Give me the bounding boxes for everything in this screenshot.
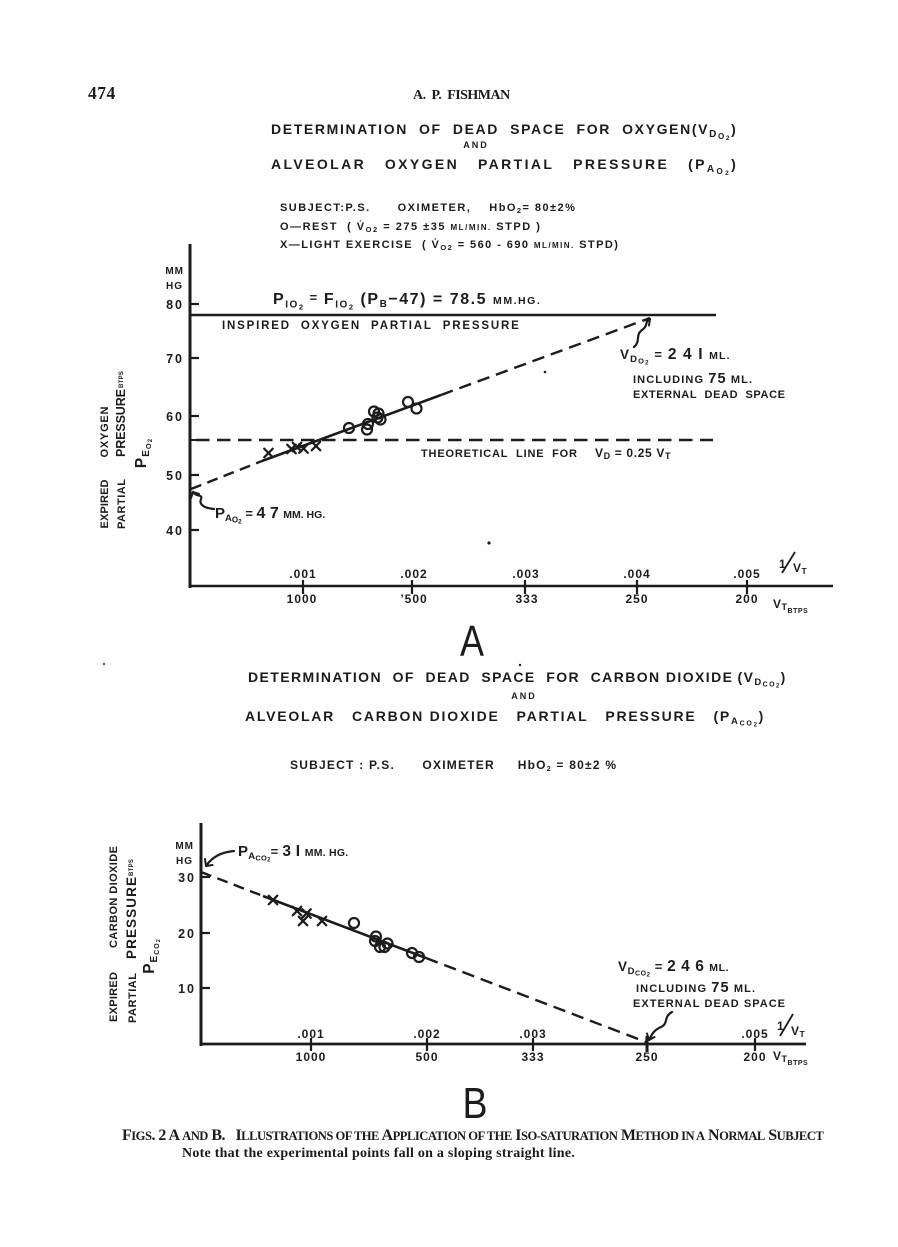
svg-text:ALVEOLAR CARBON DIOXIDE PA: ALVEOLAR CARBON DIOXIDE PARTIAL PRESSURE… <box>245 708 764 729</box>
svg-text:INCLUDING 75 ML.: INCLUDING 75 ML. <box>633 371 753 387</box>
svg-text:EXPIRED: EXPIRED <box>99 479 111 528</box>
svg-text:.005: .005 <box>741 1027 768 1041</box>
svg-text:250: 250 <box>635 1050 658 1064</box>
svg-text:MM: MM <box>165 266 184 277</box>
svg-text:.004: .004 <box>623 567 650 581</box>
svg-text:250: 250 <box>625 592 648 606</box>
svg-text:VT: VT <box>791 1024 806 1039</box>
svg-text:Note that the experimental poi: Note that the experimental points fall o… <box>182 1146 575 1161</box>
svg-text:VTBTPS: VTBTPS <box>773 1049 808 1067</box>
svg-text:PRESSURE: PRESSURE <box>124 877 139 959</box>
svg-text:1000: 1000 <box>296 1050 327 1064</box>
svg-text:DETERMINATION OF DEAD SPACE: DETERMINATION OF DEAD SPACE FOR CARBON D… <box>248 669 786 690</box>
svg-text:.001: .001 <box>297 1027 324 1041</box>
svg-text:.002: .002 <box>413 1027 440 1041</box>
svg-text:200: 200 <box>735 592 758 606</box>
svg-text:60: 60 <box>166 410 184 424</box>
svg-text:PARTIAL: PARTIAL <box>116 479 128 529</box>
svg-text:500: 500 <box>415 1050 438 1064</box>
svg-text:PAO2 = 4 7 MM. HG.: PAO2 = 4 7 MM. HG. <box>215 505 326 526</box>
svg-text:1: 1 <box>779 557 786 571</box>
svg-text:AND: AND <box>463 140 489 150</box>
svg-text:MM: MM <box>175 841 194 852</box>
svg-text:INCLUDING 75 ML.: INCLUDING 75 ML. <box>636 980 756 996</box>
svg-text:EXTERNAL DEAD SPACE: EXTERNAL DEAD SPACE <box>633 389 786 401</box>
svg-text:HG: HG <box>166 281 183 292</box>
svg-text:’500: ’500 <box>400 592 427 606</box>
svg-text:VDCO2 = 2 4 6 ML.: VDCO2 = 2 4 6 ML. <box>618 958 729 979</box>
svg-text:B: B <box>463 1080 488 1128</box>
svg-text:INSPIRED OXYGEN PARTIAL PRE: INSPIRED OXYGEN PARTIAL PRESSURE <box>222 320 520 332</box>
svg-text:PACO2= 3 I MM. HG.: PACO2= 3 I MM. HG. <box>238 843 349 864</box>
svg-text:PIO2 = FIO2 (PB−47) = 78.5 MM.: PIO2 = FIO2 (PB−47) = 78.5 MM.HG. <box>273 290 541 312</box>
svg-text:.002: .002 <box>400 567 427 581</box>
svg-text:200: 200 <box>743 1050 766 1064</box>
svg-text:BTPS: BTPS <box>129 859 135 876</box>
svg-text:FIGS. 2 A AND B. ILLUSTRATIO: FIGS. 2 A AND B. ILLUSTRATIONS OF THE AP… <box>122 1127 824 1144</box>
svg-text:SUBJECT:P.S. OXIMETER,: SUBJECT:P.S. OXIMETER, HbO2= 80±2% <box>280 202 576 215</box>
svg-text:474: 474 <box>88 83 116 103</box>
svg-text:OXYGEN: OXYGEN <box>99 406 111 457</box>
svg-text:HG: HG <box>176 856 193 867</box>
svg-text:.003: .003 <box>519 1027 546 1041</box>
svg-text:PEO2: PEO2 <box>133 438 154 468</box>
svg-text:CARBON DIOXIDE: CARBON DIOXIDE <box>108 846 120 948</box>
svg-text:EXPIRED: EXPIRED <box>108 972 120 1022</box>
svg-text:VTBTPS: VTBTPS <box>773 597 808 615</box>
svg-text:30: 30 <box>178 871 196 885</box>
svg-text:BTPS: BTPS <box>119 371 125 388</box>
svg-text:PECO2: PECO2 <box>141 938 162 974</box>
svg-text:VT: VT <box>793 561 808 576</box>
svg-text:AND: AND <box>511 691 537 701</box>
svg-text:DETERMINATION OF DEAD SPACE: DETERMINATION OF DEAD SPACE FOR OXYGEN(V… <box>271 121 737 142</box>
svg-text:PRESSURE: PRESSURE <box>114 389 128 457</box>
svg-text:A: A <box>460 618 484 666</box>
svg-text:40: 40 <box>166 524 184 538</box>
svg-text:10: 10 <box>178 982 196 996</box>
svg-text:.001: .001 <box>289 567 316 581</box>
svg-text:O—REST ( V̇O2 = 275 ±35 ML/MI: O—REST ( V̇O2 = 275 ±35 ML/MIN. STPD ) <box>280 220 541 234</box>
svg-text:20: 20 <box>178 927 196 941</box>
svg-text:.003: .003 <box>512 567 539 581</box>
svg-text:1: 1 <box>777 1019 784 1033</box>
svg-text:50: 50 <box>166 469 184 483</box>
svg-text:1000: 1000 <box>287 592 318 606</box>
svg-text:EXTERNAL DEAD SPACE: EXTERNAL DEAD SPACE <box>633 998 786 1010</box>
svg-text:A. P. FISHMAN: A. P. FISHMAN <box>413 88 511 103</box>
svg-text:ALVEOLAR OXYGEN PARTIAL: ALVEOLAR OXYGEN PARTIAL PRESSURE (PAO2) <box>271 156 737 177</box>
svg-text:333: 333 <box>521 1050 544 1064</box>
svg-text:THEORETICAL LINE FOR: THEORETICAL LINE FOR <box>421 448 578 460</box>
svg-text:.005: .005 <box>733 567 760 581</box>
svg-text:VD = 0.25 VT: VD = 0.25 VT <box>595 446 671 461</box>
svg-text:VDO2 = 2 4 I ML.: VDO2 = 2 4 I ML. <box>620 346 730 367</box>
svg-text:PARTIAL: PARTIAL <box>127 973 139 1023</box>
svg-text:80: 80 <box>166 298 184 312</box>
svg-text:70: 70 <box>166 352 184 366</box>
svg-text:SUBJECT : P.S. OXIMETER: SUBJECT : P.S. OXIMETER HbO2 = 80±2 % <box>290 758 617 773</box>
svg-text:X—LIGHT EXERCISE ( V̇O2 = 560: X—LIGHT EXERCISE ( V̇O2 = 560 - 690 ML/M… <box>280 238 619 252</box>
svg-text:333: 333 <box>515 592 538 606</box>
